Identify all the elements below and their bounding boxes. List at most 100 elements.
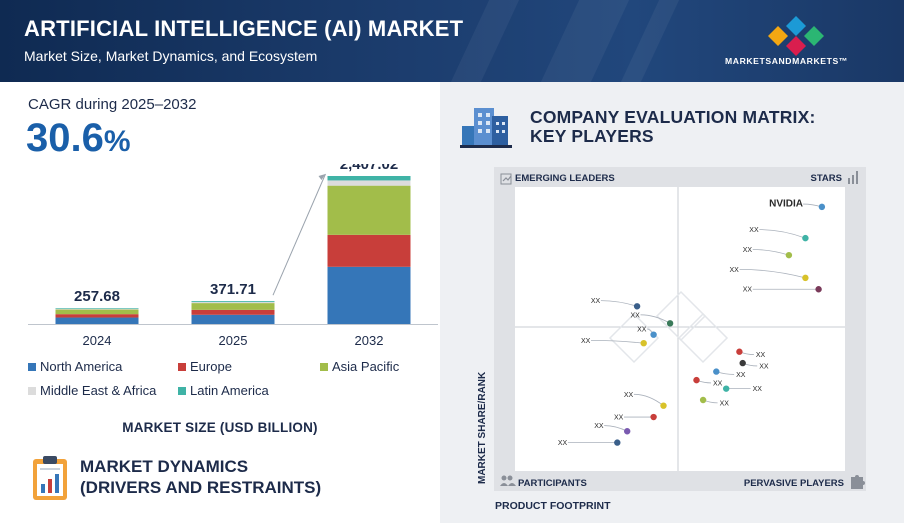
company-label: XX: [614, 415, 624, 422]
bar-total-label: 257.68: [74, 288, 120, 305]
dynamics-title-line2: (DRIVERS AND RESTRAINTS): [80, 478, 322, 497]
company-point: [666, 320, 674, 327]
legend-item: North America: [28, 359, 122, 374]
logo-diamond: [786, 36, 806, 56]
company-label: XX: [730, 267, 740, 274]
legend-swatch: [178, 362, 186, 371]
company-label: XX: [743, 247, 753, 254]
company-point: [802, 234, 809, 242]
matrix-plot-area: [515, 187, 845, 471]
market-size-panel: CAGR during 2025–2032 30.6% 257.68 2024 37…: [0, 82, 440, 523]
company-label: XX: [637, 327, 647, 334]
quadrant-label-stars: STARS: [811, 173, 843, 184]
company-point: [693, 376, 700, 384]
puzzle-icon: [851, 475, 865, 489]
x-tick-label: 2024: [83, 333, 112, 348]
legend-swatch: [28, 362, 36, 371]
company-label: XX: [759, 363, 769, 370]
legend-label: Middle East & Africa: [40, 383, 157, 398]
quadrant-label-participants: PARTICIPANTS: [518, 478, 587, 489]
company-label: XX: [749, 227, 759, 234]
market-size-bar-chart: 257.68 2024 371.71 2025 2,407.02 2032: [28, 164, 438, 348]
cagr-label: CAGR during 2025–2032: [28, 96, 197, 113]
company-point: [723, 385, 730, 392]
office-buildings-icon: [460, 108, 512, 148]
company-point: [713, 368, 720, 375]
leader-line: [759, 229, 806, 239]
marketsandmarkets-logo: [768, 16, 824, 56]
header-decoration: [540, 0, 630, 82]
legend-swatch: [28, 386, 36, 395]
company-point: [818, 203, 826, 211]
company-point: [815, 286, 822, 293]
company-point: [650, 413, 657, 421]
trend-icon: [500, 173, 512, 185]
company-point: [802, 274, 809, 282]
logo-diamond: [786, 16, 806, 36]
bar-total-label: 2,407.02: [340, 164, 398, 173]
company-label-nvidia: NVIDIA: [769, 199, 803, 210]
bar-segment: [327, 180, 411, 186]
leader-line: [590, 339, 644, 344]
company-point: [739, 359, 746, 367]
legend-swatch: [178, 386, 186, 395]
legend-label: North America: [40, 359, 123, 374]
bar-segment: [55, 317, 139, 324]
company-label: XX: [594, 423, 604, 430]
company-point: [614, 439, 621, 446]
growth-arrow: [272, 173, 326, 296]
matrix-title-line2: KEY PLAYERS: [530, 126, 654, 146]
company-point: [640, 340, 647, 347]
company-label: XX: [756, 352, 766, 359]
growth-arrow-head: [318, 174, 326, 180]
company-label: XX: [743, 287, 753, 294]
group-icon: [500, 475, 516, 486]
legend-item: Latin America: [178, 383, 269, 398]
company-point: [624, 428, 631, 435]
bar-segment: [55, 308, 139, 310]
company-label: XX: [624, 392, 634, 399]
bar-total-label: 371.71: [210, 281, 256, 298]
company-evaluation-matrix: EMERGING LEADERS STARS PARTICIPANTS PERV…: [477, 167, 866, 512]
legend-label: Asia Pacific: [332, 359, 400, 374]
legend-item: Asia Pacific: [320, 359, 399, 374]
logo-text: MARKETSANDMARKETS™: [725, 56, 848, 66]
legend-label: Europe: [190, 359, 232, 374]
bar-segment: [191, 303, 275, 310]
chart-legend: North America Europe Asia Pacific Middle Ea…: [28, 359, 438, 409]
company-label: XX: [581, 338, 591, 345]
company-label: XX: [736, 372, 746, 379]
bar-segment: [191, 302, 275, 304]
legend-swatch: [320, 362, 328, 371]
company-point: [785, 251, 793, 259]
company-point: [633, 303, 641, 310]
bar-segment: [327, 234, 411, 267]
bar-segment: [327, 185, 411, 235]
matrix-points: NVIDIA XX XX XX XX XX XX XX XX XX XX XX XX XX XX XX XX XX…: [558, 199, 826, 447]
cagr-value: 30.6%: [26, 116, 131, 161]
company-label: XX: [713, 380, 723, 387]
bar-segment: [191, 301, 275, 303]
bar-segment: [327, 176, 411, 181]
bar-segment: [327, 266, 411, 324]
company-point: [660, 402, 667, 409]
company-label: XX: [591, 298, 601, 305]
page-title: ARTIFICIAL INTELLIGENCE (AI) MARKET: [24, 16, 464, 41]
bar-segment: [55, 308, 139, 309]
company-label: XX: [558, 440, 568, 447]
company-point: [736, 348, 743, 355]
bar-segment: [191, 309, 275, 315]
dynamics-title-line1: MARKET DYNAMICS: [80, 457, 249, 476]
bar-segment: [55, 314, 139, 318]
x-tick-label: 2032: [355, 333, 384, 348]
y-axis-label: MARKET SHARE/RANK: [477, 371, 488, 484]
company-label: XX: [753, 386, 763, 393]
bar-segment: [55, 309, 139, 315]
legend-item: Europe: [178, 359, 232, 374]
matrix-title-line1: COMPANY EVALUATION MATRIX:: [530, 107, 816, 127]
leader-line: [739, 268, 806, 279]
company-label: XX: [631, 312, 641, 319]
cagr-unit: %: [103, 125, 131, 158]
clipboard-chart-icon: [33, 456, 67, 500]
x-axis-label: PRODUCT FOOTPRINT: [495, 500, 611, 512]
